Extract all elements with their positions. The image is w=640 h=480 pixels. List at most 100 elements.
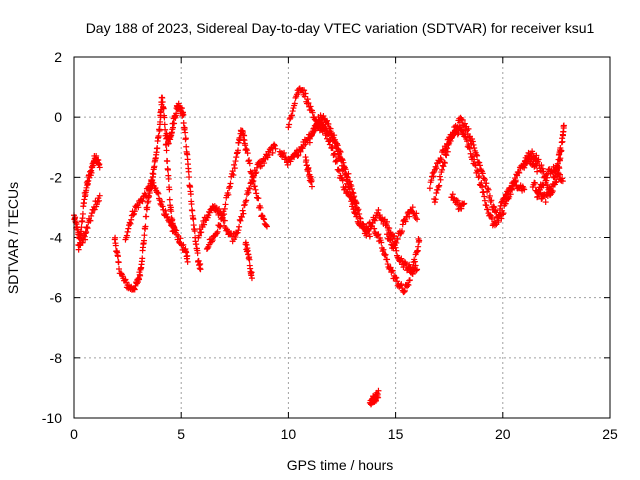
data-point	[125, 225, 132, 232]
data-point	[187, 191, 194, 198]
data-point	[539, 181, 546, 188]
data-point	[353, 199, 360, 206]
data-point	[488, 197, 495, 204]
data-point	[116, 266, 123, 273]
data-point	[252, 186, 259, 193]
data-point	[392, 244, 399, 251]
data-point	[227, 180, 234, 187]
data-point	[294, 152, 301, 159]
data-point	[180, 241, 187, 248]
data-point	[337, 155, 344, 162]
data-point	[551, 173, 558, 180]
data-series	[431, 124, 528, 229]
data-point	[549, 180, 556, 187]
data-point	[458, 205, 465, 212]
data-point	[433, 165, 440, 172]
data-point	[84, 225, 91, 232]
data-point	[216, 223, 223, 230]
data-point	[162, 207, 169, 214]
data-point	[255, 195, 262, 202]
data-point	[464, 138, 471, 145]
data-point	[355, 206, 362, 213]
data-point	[486, 192, 493, 199]
data-point	[233, 154, 240, 161]
data-point	[440, 163, 447, 170]
data-point	[143, 193, 150, 200]
y-tick-label: -2	[50, 169, 63, 185]
data-point	[161, 114, 168, 121]
data-point	[308, 177, 315, 184]
data-point	[88, 210, 95, 217]
data-point	[554, 160, 561, 167]
data-point	[131, 286, 138, 293]
data-point	[529, 150, 536, 157]
data-point	[341, 165, 348, 172]
data-point	[204, 245, 211, 252]
data-point	[542, 199, 549, 206]
data-point	[380, 246, 387, 253]
data-point	[342, 171, 349, 178]
data-point	[406, 277, 413, 284]
data-point	[325, 121, 332, 128]
data-point	[473, 151, 480, 158]
data-point	[189, 207, 196, 214]
data-point	[428, 177, 435, 184]
data-point	[364, 226, 371, 233]
x-tick-label: 10	[281, 426, 297, 442]
data-point	[241, 201, 248, 208]
data-series	[163, 100, 204, 273]
y-tick-label: 0	[54, 109, 62, 125]
data-point	[399, 221, 406, 228]
data-point	[521, 186, 528, 193]
data-series	[71, 152, 103, 242]
data-point	[386, 225, 393, 232]
data-point	[88, 212, 95, 219]
data-point	[159, 203, 166, 210]
data-point	[222, 201, 229, 208]
data-point	[491, 204, 498, 211]
data-point	[238, 214, 245, 221]
data-point	[96, 197, 103, 204]
data-point	[217, 222, 224, 229]
data-point	[314, 121, 321, 128]
data-point	[548, 187, 555, 194]
data-point	[551, 174, 558, 181]
data-point	[484, 206, 491, 213]
data-series	[285, 85, 373, 240]
data-point	[490, 203, 497, 210]
data-point	[483, 180, 490, 187]
data-point	[139, 198, 146, 205]
data-point	[472, 162, 479, 169]
data-point	[177, 235, 184, 242]
data-point	[250, 177, 257, 184]
y-tick-label: -4	[50, 230, 63, 246]
data-point	[470, 141, 477, 148]
data-point	[438, 156, 445, 163]
data-point	[496, 205, 503, 212]
data-point	[309, 109, 316, 116]
y-axis-label: SDTVAR / TECUs	[5, 182, 21, 294]
data-point	[249, 173, 256, 180]
data-point	[386, 237, 393, 244]
data-point	[413, 210, 420, 217]
data-point	[78, 224, 85, 231]
data-point	[161, 121, 168, 128]
data-point	[333, 141, 340, 148]
data-point	[286, 116, 293, 123]
data-point	[301, 87, 308, 94]
data-point	[443, 152, 450, 159]
data-point	[357, 215, 364, 222]
data-point	[333, 158, 340, 165]
data-point	[356, 210, 363, 217]
y-tick-label: -6	[50, 290, 63, 306]
data-series	[75, 192, 103, 253]
data-point	[366, 233, 373, 240]
data-point	[124, 228, 131, 235]
data-point	[232, 234, 239, 241]
data-point	[288, 112, 295, 119]
data-point	[303, 157, 310, 164]
data-point	[142, 223, 149, 230]
data-point	[88, 169, 95, 176]
data-point	[415, 243, 422, 250]
